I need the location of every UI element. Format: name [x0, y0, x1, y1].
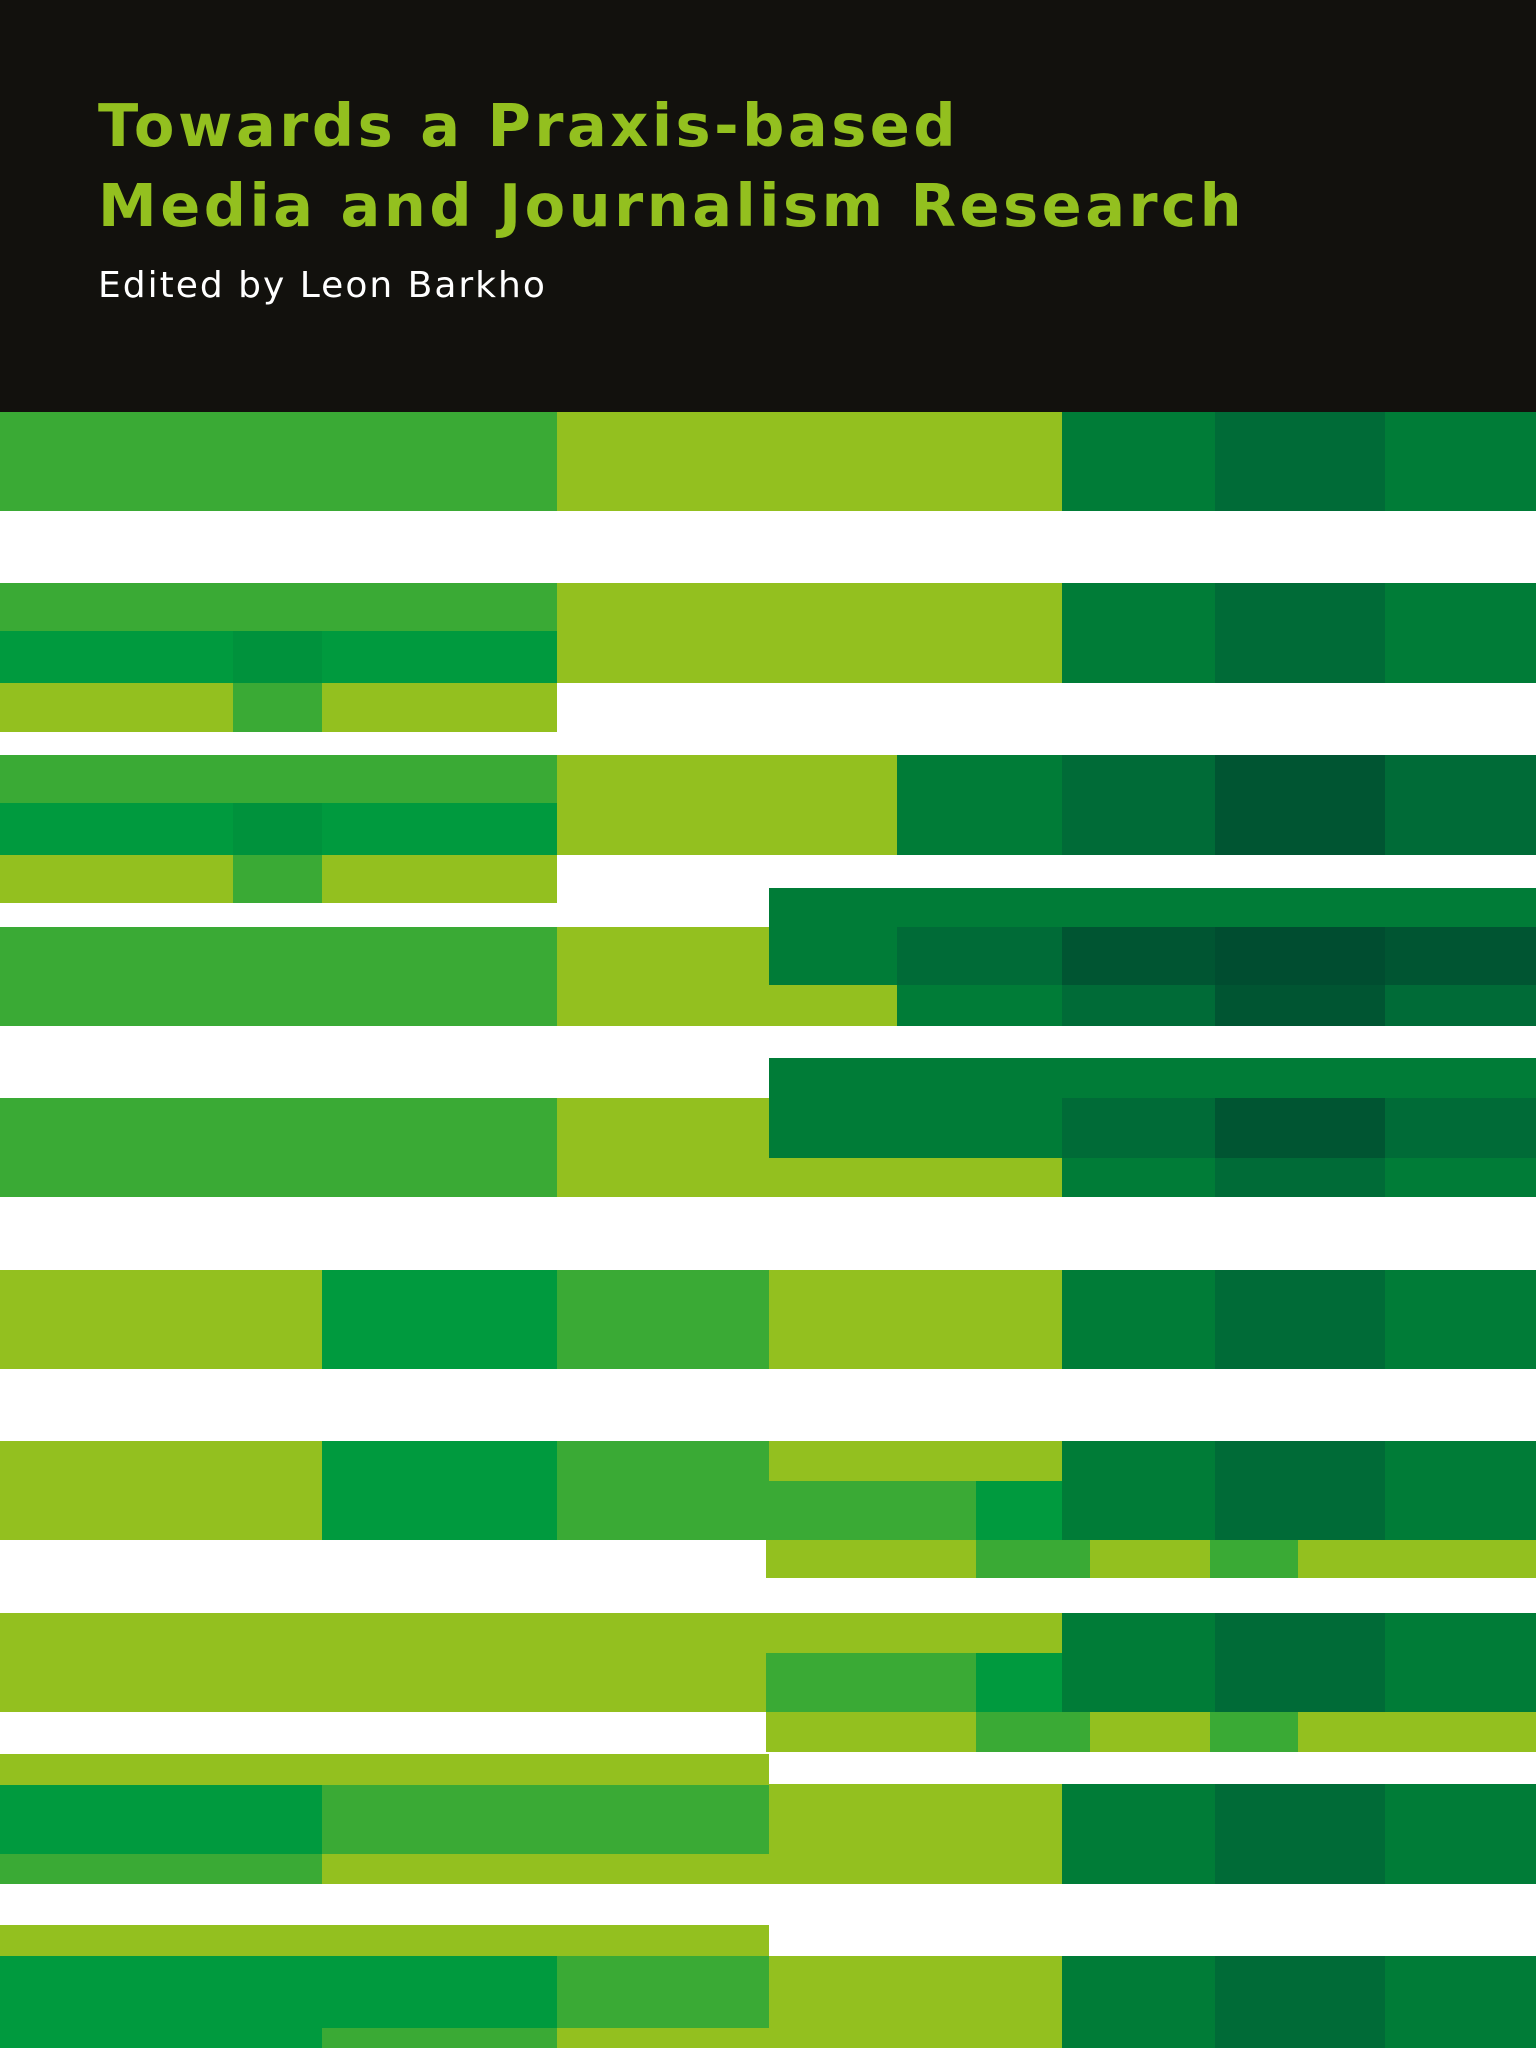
pattern-block-36: [1385, 985, 1536, 1026]
pattern-block-98: [1385, 1956, 1536, 2048]
pattern-block-13: [1215, 583, 1385, 683]
pattern-block-3: [1062, 412, 1215, 511]
pattern-block-39: [769, 1058, 1536, 1098]
pattern-block-43: [1385, 1098, 1536, 1158]
pattern-block-35: [1215, 985, 1385, 1026]
pattern-block-28: [769, 927, 897, 985]
pattern-block-51: [1062, 1270, 1215, 1369]
pattern-block-94: [557, 2028, 769, 2048]
pattern-block-62: [976, 1481, 1062, 1540]
pattern-block-96: [1062, 1956, 1215, 2048]
title-band: Towards a Praxis-based Media and Journal…: [0, 0, 1536, 412]
pattern-block-59: [1215, 1441, 1385, 1540]
pattern-block-67: [1298, 1540, 1536, 1578]
pattern-block-82: [322, 1785, 769, 1854]
pattern-block-73: [1215, 1613, 1385, 1712]
pattern-block-88: [1385, 1784, 1536, 1884]
pattern-block-49: [557, 1270, 769, 1369]
pattern-block-46: [1385, 1158, 1536, 1197]
pattern-block-54: [0, 1441, 322, 1540]
pattern-block-41: [1062, 1098, 1215, 1158]
pattern-block-71: [976, 1653, 1062, 1712]
pattern-block-64: [976, 1540, 1090, 1578]
pattern-block-91: [322, 1956, 557, 2028]
pattern-block-55: [322, 1441, 557, 1540]
pattern-block-8: [233, 631, 322, 683]
book-title-line-1: Towards a Praxis-based: [98, 91, 960, 160]
green-stripe-pattern: [0, 412, 1536, 2048]
pattern-block-23: [1215, 755, 1385, 855]
pattern-block-72: [1062, 1613, 1215, 1712]
pattern-block-11: [557, 583, 1062, 683]
pattern-block-95: [769, 1956, 1062, 2048]
pattern-block-47: [0, 1270, 322, 1369]
pattern-block-74: [1385, 1613, 1536, 1712]
pattern-block-83: [0, 1854, 322, 1884]
pattern-block-56: [557, 1441, 769, 1540]
pattern-block-79: [1298, 1712, 1536, 1752]
pattern-block-80: [0, 1754, 769, 1785]
book-title-line-2: Media and Journalism Research: [98, 171, 1246, 240]
pattern-block-52: [1215, 1270, 1385, 1369]
pattern-block-77: [1090, 1712, 1210, 1752]
pattern-block-86: [1062, 1784, 1215, 1884]
pattern-block-66: [1210, 1540, 1298, 1578]
pattern-block-15: [0, 755, 557, 803]
pattern-block-5: [1385, 412, 1536, 511]
pattern-block-44: [1062, 1158, 1215, 1197]
pattern-block-25: [0, 927, 557, 1026]
pattern-block-30: [1062, 927, 1215, 985]
pattern-block-50: [769, 1270, 1062, 1369]
pattern-block-10: [233, 683, 322, 732]
pattern-block-92: [557, 1956, 769, 2028]
pattern-block-75: [766, 1712, 976, 1752]
pattern-block-57: [769, 1441, 1062, 1481]
pattern-block-45: [1215, 1158, 1385, 1197]
pattern-block-37: [0, 1098, 557, 1197]
pattern-block-76: [976, 1712, 1090, 1752]
pattern-block-78: [1210, 1712, 1298, 1752]
pattern-block-90: [0, 1956, 322, 2048]
pattern-block-70: [766, 1653, 976, 1712]
pattern-block-60: [1385, 1441, 1536, 1540]
pattern-block-4: [1215, 412, 1385, 511]
pattern-block-48: [322, 1270, 557, 1369]
pattern-block-1: [0, 412, 557, 511]
pattern-block-21: [897, 755, 1062, 855]
pattern-block-20: [557, 755, 897, 855]
pattern-block-87: [1215, 1784, 1385, 1884]
pattern-block-34: [1062, 985, 1215, 1026]
pattern-block-97: [1215, 1956, 1385, 2048]
pattern-block-84: [322, 1854, 769, 1884]
pattern-block-31: [1215, 927, 1385, 985]
pattern-block-85: [769, 1784, 1062, 1884]
pattern-block-53: [1385, 1270, 1536, 1369]
pattern-block-68: [0, 1613, 1062, 1653]
pattern-block-81: [0, 1785, 322, 1854]
pattern-block-12: [1062, 583, 1215, 683]
pattern-block-93: [322, 2028, 557, 2048]
pattern-block-19: [233, 855, 322, 903]
pattern-block-17: [233, 803, 322, 855]
pattern-block-32: [1385, 927, 1536, 985]
pattern-block-65: [1090, 1540, 1210, 1578]
editor-credit: Edited by Leon Barkho: [98, 265, 547, 306]
pattern-block-22: [1062, 755, 1215, 855]
pattern-block-61: [766, 1481, 976, 1540]
pattern-block-69: [0, 1653, 766, 1712]
pattern-block-2: [557, 412, 1062, 511]
pattern-block-24: [1385, 755, 1536, 855]
pattern-block-40: [769, 1098, 1062, 1158]
pattern-block-58: [1062, 1441, 1215, 1540]
pattern-block-63: [766, 1540, 976, 1578]
pattern-block-33: [897, 985, 1062, 1026]
pattern-block-89: [0, 1925, 769, 1956]
pattern-block-42: [1215, 1098, 1385, 1158]
pattern-block-6: [0, 583, 557, 631]
pattern-block-29: [897, 927, 1062, 985]
pattern-block-27: [769, 888, 1536, 927]
pattern-block-14: [1385, 583, 1536, 683]
